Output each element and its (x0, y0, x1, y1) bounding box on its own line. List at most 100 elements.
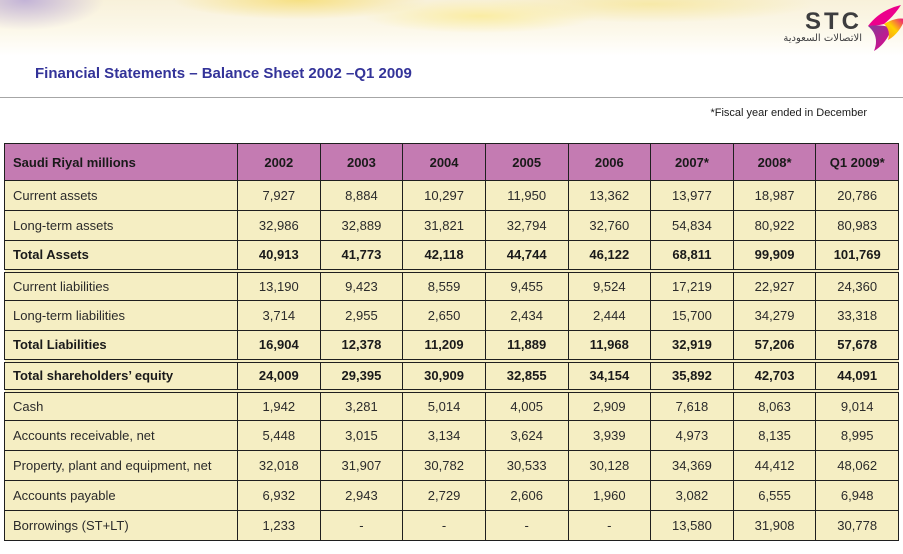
value-cell: 8,559 (402, 268, 486, 301)
page-title: Financial Statements – Balance Sheet 200… (35, 65, 412, 82)
column-header-year: 2007* (650, 143, 734, 181)
row-label: Total Liabilities (4, 330, 238, 361)
value-cell: 32,919 (650, 330, 734, 361)
value-cell: 3,082 (650, 480, 734, 511)
value-cell: 32,794 (484, 210, 569, 241)
value-cell: 6,948 (815, 480, 899, 511)
value-cell: 20,786 (815, 180, 899, 211)
value-cell: 7,618 (650, 388, 734, 421)
value-cell: 57,678 (815, 330, 899, 361)
column-header-unit: Saudi Riyal millions (4, 143, 238, 181)
value-cell: 32,760 (567, 210, 652, 241)
value-cell: 32,855 (484, 358, 569, 391)
row-label: Borrowings (ST+LT) (4, 510, 238, 541)
value-cell: 3,134 (402, 420, 486, 451)
row-label: Property, plant and equipment, net (4, 450, 238, 481)
value-cell: 7,927 (237, 180, 321, 211)
value-cell: 13,190 (237, 268, 321, 301)
value-cell: 32,889 (319, 210, 404, 241)
value-cell: 31,821 (402, 210, 486, 241)
value-cell: 48,062 (815, 450, 899, 481)
value-cell: 4,973 (650, 420, 734, 451)
value-cell: 3,939 (567, 420, 652, 451)
value-cell: 9,014 (815, 388, 899, 421)
table-row: Property, plant and equipment, net 32,018… (4, 450, 899, 481)
value-cell: 18,987 (732, 180, 817, 211)
value-cell: 13,580 (650, 510, 734, 541)
value-cell: 2,606 (484, 480, 569, 511)
value-cell: 34,369 (650, 450, 734, 481)
stc-logo: STC الاتصالات السعودية (783, 5, 903, 51)
value-cell: - (484, 510, 569, 541)
fiscal-year-footnote: *Fiscal year ended in December (710, 107, 867, 119)
value-cell: 57,206 (732, 330, 817, 361)
value-cell: 31,908 (732, 510, 817, 541)
row-label: Long-term liabilities (4, 300, 238, 331)
value-cell: 68,811 (650, 240, 734, 271)
value-cell: 30,778 (815, 510, 899, 541)
value-cell: 9,423 (319, 268, 404, 301)
value-cell: 3,281 (319, 388, 404, 421)
table-row: Current assets 7,927 8,884 10,297 11,950 13,3… (4, 180, 899, 211)
value-cell: 6,555 (732, 480, 817, 511)
value-cell: 35,892 (650, 358, 734, 391)
table-row: Total shareholders’ equity 24,009 29,395 30… (4, 358, 899, 391)
value-cell: 44,744 (484, 240, 569, 271)
value-cell: - (402, 510, 486, 541)
value-cell: 30,533 (484, 450, 569, 481)
value-cell: 80,922 (732, 210, 817, 241)
value-cell: 24,360 (815, 268, 899, 301)
value-cell: 11,889 (484, 330, 569, 361)
stc-logo-arabic-text: الاتصالات السعودية (783, 33, 862, 44)
value-cell: 30,128 (567, 450, 652, 481)
row-label: Accounts payable (4, 480, 238, 511)
table-row: Cash 1,942 3,281 5,014 4,005 2,909 7,618 8,063 9… (4, 388, 899, 421)
table-row: Long-term assets 32,986 32,889 31,821 32,794… (4, 210, 899, 241)
row-label: Total Assets (4, 240, 238, 271)
value-cell: - (319, 510, 404, 541)
value-cell: 10,297 (402, 180, 486, 211)
value-cell: 15,700 (650, 300, 734, 331)
value-cell: 1,960 (567, 480, 652, 511)
value-cell: 17,219 (650, 268, 734, 301)
value-cell: 29,395 (319, 358, 404, 391)
column-header-year: 2005 (484, 143, 569, 181)
value-cell: 32,018 (237, 450, 321, 481)
row-label: Current liabilities (4, 268, 238, 301)
value-cell: 8,063 (732, 388, 817, 421)
table-row: Current liabilities 13,190 9,423 8,559 9,455… (4, 268, 899, 301)
value-cell: 6,932 (237, 480, 321, 511)
value-cell: - (567, 510, 652, 541)
row-label: Current assets (4, 180, 238, 211)
value-cell: 8,884 (319, 180, 404, 211)
value-cell: 2,955 (319, 300, 404, 331)
value-cell: 30,909 (402, 358, 486, 391)
value-cell: 44,412 (732, 450, 817, 481)
value-cell: 30,782 (402, 450, 486, 481)
value-cell: 2,729 (402, 480, 486, 511)
value-cell: 54,834 (650, 210, 734, 241)
row-label: Accounts receivable, net (4, 420, 238, 451)
table-row: Long-term liabilities 3,714 2,955 2,650 2,43… (4, 300, 899, 331)
value-cell: 16,904 (237, 330, 321, 361)
balance-sheet-table: Saudi Riyal millions 2002 2003 2004 2005 2006… (4, 143, 899, 541)
value-cell: 44,091 (815, 358, 899, 391)
value-cell: 4,005 (484, 388, 569, 421)
value-cell: 3,015 (319, 420, 404, 451)
column-header-year: 2008* (732, 143, 817, 181)
value-cell: 1,233 (237, 510, 321, 541)
value-cell: 2,650 (402, 300, 486, 331)
value-cell: 8,995 (815, 420, 899, 451)
value-cell: 12,378 (319, 330, 404, 361)
value-cell: 34,154 (567, 358, 652, 391)
value-cell: 11,209 (402, 330, 486, 361)
value-cell: 11,968 (567, 330, 652, 361)
column-header-year: 2002 (237, 143, 321, 181)
value-cell: 13,977 (650, 180, 734, 211)
stc-logo-wordmark: STC (805, 8, 862, 35)
value-cell: 13,362 (567, 180, 652, 211)
value-cell: 101,769 (815, 240, 899, 271)
value-cell: 40,913 (237, 240, 321, 271)
table-row: Total Liabilities 16,904 12,378 11,209 11,88… (4, 330, 899, 361)
table-row: Accounts payable 6,932 2,943 2,729 2,606 1,96… (4, 480, 899, 511)
